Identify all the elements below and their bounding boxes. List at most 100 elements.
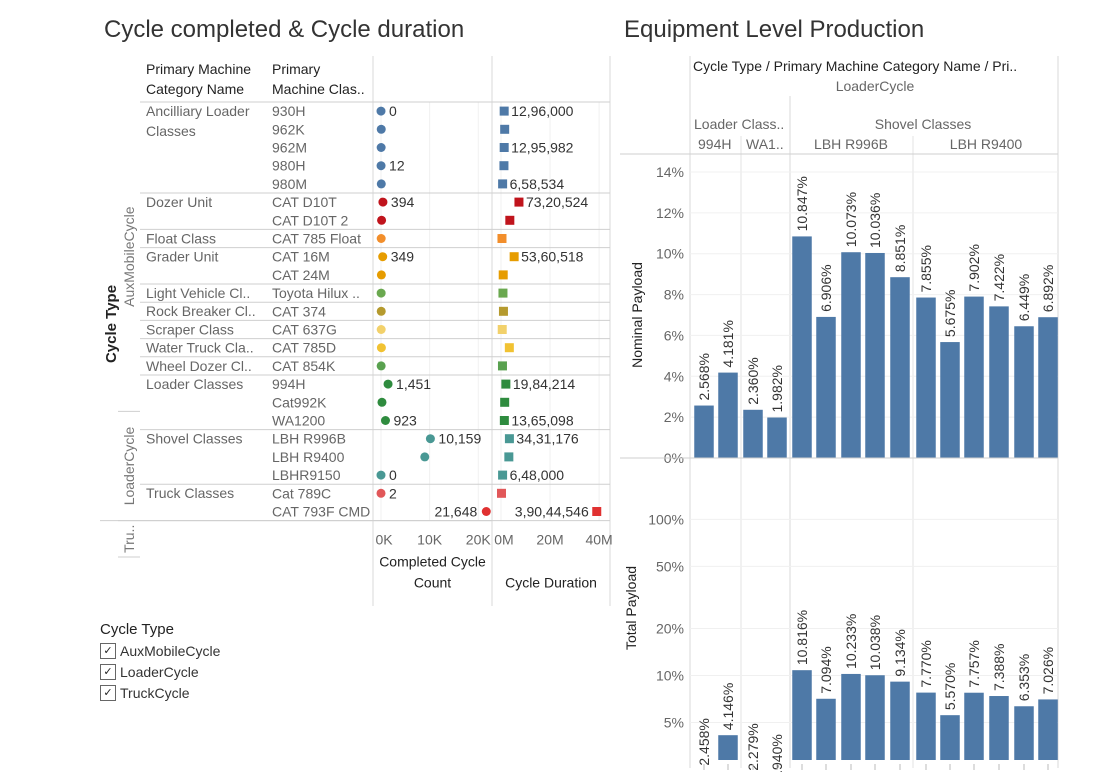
- count-dot[interactable]: [376, 179, 386, 189]
- nominal-bar[interactable]: [694, 405, 714, 458]
- filter-item-auxmobilecycle[interactable]: ✓ AuxMobileCycle: [100, 641, 220, 661]
- nominal-bar[interactable]: [1014, 326, 1034, 458]
- total-bar[interactable]: [890, 681, 910, 760]
- count-dot[interactable]: [377, 215, 387, 225]
- total-bar[interactable]: [792, 670, 812, 760]
- filter-item-truckcycle[interactable]: ✓ TruckCycle: [100, 683, 190, 703]
- duration-square[interactable]: [514, 197, 524, 207]
- duration-square[interactable]: [509, 252, 519, 262]
- subgroup-label: LBH R9400: [950, 136, 1023, 152]
- count-dot[interactable]: [481, 507, 491, 516]
- nominal-bar[interactable]: [718, 372, 738, 458]
- nominal-bar[interactable]: [916, 297, 936, 458]
- duration-square[interactable]: [499, 106, 509, 116]
- filter-item-loadercycle[interactable]: ✓ LoaderCycle: [100, 662, 199, 682]
- count-dot[interactable]: [420, 452, 430, 462]
- nominal-bar[interactable]: [1038, 317, 1058, 458]
- duration-square[interactable]: [499, 416, 509, 425]
- checkbox-checked-icon[interactable]: ✓: [100, 643, 116, 659]
- count-dot[interactable]: [376, 306, 386, 316]
- total-bar[interactable]: [940, 715, 960, 760]
- count-dot[interactable]: [376, 106, 386, 116]
- count-axis-title: Completed Cycle: [379, 554, 486, 570]
- nominal-bar[interactable]: [890, 277, 910, 458]
- machine-class-label: Cat992K: [272, 394, 327, 410]
- count-dot[interactable]: [376, 325, 386, 334]
- count-dot[interactable]: [376, 488, 386, 498]
- total-bar-label: 2.458%: [696, 718, 712, 765]
- duration-square[interactable]: [504, 343, 514, 353]
- machine-class-label: CAT 785D: [272, 340, 336, 356]
- subgroup-label: LBH R996B: [814, 136, 888, 152]
- checkbox-checked-icon[interactable]: ✓: [100, 664, 116, 680]
- count-dot[interactable]: [383, 379, 393, 389]
- duration-square[interactable]: [496, 488, 506, 498]
- duration-label: 6,58,534: [510, 176, 565, 192]
- machine-class-label: 962M: [272, 140, 307, 156]
- duration-square[interactable]: [592, 507, 602, 516]
- group-label: Loader Class..: [694, 116, 784, 132]
- nominal-bar[interactable]: [767, 417, 787, 458]
- nominal-bar[interactable]: [816, 316, 836, 458]
- duration-square[interactable]: [497, 234, 507, 243]
- count-dot[interactable]: [376, 343, 386, 353]
- total-bar[interactable]: [989, 696, 1009, 760]
- count-dot[interactable]: [376, 234, 386, 243]
- nominal-bar[interactable]: [743, 409, 763, 458]
- nominal-bar[interactable]: [792, 236, 812, 458]
- total-bar[interactable]: [718, 735, 738, 760]
- count-label: 0: [389, 103, 397, 119]
- total-bar[interactable]: [916, 692, 936, 760]
- duration-square[interactable]: [498, 288, 508, 298]
- nominal-bar-label: 5.675%: [942, 290, 958, 337]
- total-bar[interactable]: [964, 692, 984, 760]
- total-bar[interactable]: [841, 673, 861, 760]
- machine-class-label: 962K: [272, 121, 305, 137]
- nominal-bar[interactable]: [989, 306, 1009, 458]
- duration-square[interactable]: [505, 215, 515, 225]
- duration-square[interactable]: [500, 397, 510, 407]
- duration-square[interactable]: [501, 379, 511, 389]
- nominal-bar-label: 7.902%: [966, 244, 982, 291]
- count-dot[interactable]: [376, 470, 386, 480]
- checkbox-checked-icon[interactable]: ✓: [100, 685, 116, 701]
- count-dot[interactable]: [376, 161, 386, 171]
- count-dot[interactable]: [377, 397, 387, 407]
- duration-square[interactable]: [500, 124, 510, 134]
- count-dot[interactable]: [376, 124, 386, 134]
- count-dot[interactable]: [376, 288, 386, 298]
- count-dot[interactable]: [376, 361, 386, 371]
- nominal-bar[interactable]: [940, 342, 960, 458]
- total-bar-label: 7.094%: [818, 646, 834, 693]
- total-bar[interactable]: [816, 698, 836, 760]
- duration-square[interactable]: [499, 143, 509, 152]
- nominal-tick-label: 4%: [664, 368, 684, 384]
- count-dot[interactable]: [425, 434, 435, 444]
- duration-square[interactable]: [504, 434, 514, 444]
- duration-square[interactable]: [498, 306, 508, 316]
- duration-square[interactable]: [504, 452, 514, 462]
- total-bar-label: 10.233%: [843, 614, 859, 669]
- nominal-bar[interactable]: [865, 252, 885, 458]
- total-bar[interactable]: [1014, 706, 1034, 760]
- duration-square[interactable]: [497, 361, 507, 371]
- category-label: Truck Classes: [146, 485, 234, 501]
- duration-tick-label: 40M: [585, 532, 612, 548]
- duration-square[interactable]: [498, 179, 508, 189]
- count-dot[interactable]: [378, 252, 388, 262]
- duration-square[interactable]: [497, 325, 507, 334]
- count-dot[interactable]: [380, 416, 390, 425]
- duration-square[interactable]: [498, 270, 508, 280]
- nominal-bar[interactable]: [841, 252, 861, 458]
- duration-square[interactable]: [498, 470, 508, 480]
- count-dot[interactable]: [376, 143, 386, 152]
- machine-class-label: CAT D10T 2: [272, 212, 348, 228]
- count-dot[interactable]: [378, 197, 388, 207]
- duration-square[interactable]: [499, 161, 509, 171]
- nominal-bar[interactable]: [964, 296, 984, 458]
- total-bar[interactable]: [865, 675, 885, 760]
- count-dot[interactable]: [376, 270, 386, 280]
- count-label: 394: [391, 194, 415, 210]
- filter-title: Cycle Type: [100, 621, 174, 638]
- total-bar[interactable]: [1038, 699, 1058, 760]
